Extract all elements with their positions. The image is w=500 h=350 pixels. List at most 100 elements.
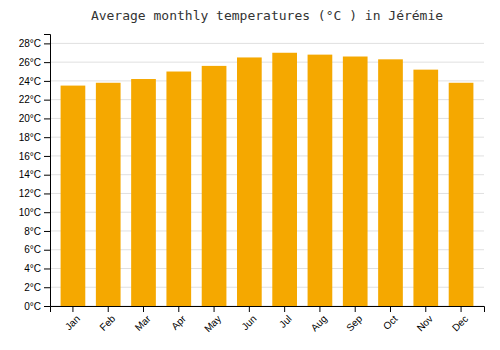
y-axis: 0°C 2°C 4°C 6°C 8°C 10°C 12°C 14°C 16°C 18°C 20°C 2… bbox=[19, 35, 51, 312]
tick-label: 8°C bbox=[24, 226, 41, 237]
tick-mark bbox=[108, 306, 109, 312]
tick: 14°C bbox=[19, 169, 50, 180]
tick-mark bbox=[425, 306, 426, 312]
grid-line bbox=[50, 62, 484, 63]
tick-mark bbox=[44, 43, 50, 44]
tick-mark bbox=[44, 212, 50, 213]
bar bbox=[237, 57, 262, 306]
tick: Mar bbox=[133, 306, 153, 333]
bar bbox=[61, 86, 86, 306]
bar bbox=[202, 66, 227, 306]
tick-mark bbox=[249, 306, 250, 312]
bar bbox=[449, 83, 474, 306]
bars bbox=[61, 53, 474, 306]
tick-label: 16°C bbox=[19, 151, 41, 162]
tick-mark bbox=[44, 193, 50, 194]
tick-mark bbox=[178, 306, 179, 312]
title: Average monthly temperatures (°C ) in Jé… bbox=[91, 8, 443, 23]
tick: 16°C bbox=[19, 151, 50, 162]
tick: 18°C bbox=[19, 132, 50, 143]
tick-label: Oct bbox=[381, 313, 400, 332]
tick-label: 24°C bbox=[19, 76, 41, 87]
tick-mark bbox=[355, 306, 356, 312]
tick-mark bbox=[44, 62, 50, 63]
tick-label: Apr bbox=[169, 313, 188, 332]
tick-label: Feb bbox=[97, 313, 117, 333]
tick-mark bbox=[284, 306, 285, 312]
tick-label: 28°C bbox=[19, 38, 41, 49]
tick-label: 2°C bbox=[24, 282, 41, 293]
tick-label: 22°C bbox=[19, 94, 41, 105]
tick-mark bbox=[44, 156, 50, 157]
tick-mark bbox=[44, 175, 50, 176]
tick-label: 26°C bbox=[19, 57, 41, 68]
tick-mark bbox=[44, 287, 50, 288]
tick-mark bbox=[44, 268, 50, 269]
tick-label: Aug bbox=[309, 313, 329, 333]
tick-label: Jan bbox=[63, 313, 82, 332]
tick-mark bbox=[44, 306, 50, 307]
tick: 6°C bbox=[24, 244, 50, 255]
tick: 20°C bbox=[19, 113, 50, 124]
tick: Dec bbox=[450, 306, 470, 333]
tick: 8°C bbox=[24, 226, 50, 237]
tick: 10°C bbox=[19, 207, 50, 218]
tick-label: 18°C bbox=[19, 132, 41, 143]
tick-mark bbox=[44, 81, 50, 82]
axis-line bbox=[51, 307, 485, 313]
tick: May bbox=[202, 306, 223, 334]
bar bbox=[131, 79, 156, 306]
bar bbox=[378, 59, 403, 306]
tick-mark bbox=[72, 306, 73, 312]
x-axis: Jan Feb Mar Apr May Jun Jul Aug Sep Oct Nov Dec bbox=[51, 306, 485, 334]
tick: Jan bbox=[63, 306, 82, 332]
tick-label: 12°C bbox=[19, 188, 41, 199]
tick: Feb bbox=[97, 306, 117, 333]
tick-mark bbox=[44, 250, 50, 251]
tick: 22°C bbox=[19, 94, 50, 105]
grid bbox=[50, 43, 484, 306]
bar bbox=[272, 53, 297, 306]
tick-mark bbox=[143, 306, 144, 312]
bar bbox=[308, 55, 333, 306]
plot: 0°C 2°C 4°C 6°C 8°C 10°C 12°C 14°C 16°C 18°C 20°C 2… bbox=[19, 35, 485, 335]
tick-mark bbox=[319, 306, 320, 312]
tick-label: 4°C bbox=[24, 263, 41, 274]
tick-label: 20°C bbox=[19, 113, 41, 124]
tick-mark bbox=[390, 306, 391, 312]
bar bbox=[343, 57, 368, 306]
tick-label: 6°C bbox=[24, 244, 41, 255]
tick: Jul bbox=[277, 306, 294, 330]
tick: 0°C bbox=[24, 301, 50, 312]
tick-label: Nov bbox=[415, 313, 435, 333]
tick-label: Mar bbox=[133, 313, 153, 333]
chart: 0°C 2°C 4°C 6°C 8°C 10°C 12°C 14°C 16°C 18°C 20°C 2… bbox=[0, 0, 500, 350]
tick: 26°C bbox=[19, 57, 50, 68]
tick: Sep bbox=[344, 306, 365, 333]
tick-label: Jul bbox=[277, 313, 294, 330]
tick: Nov bbox=[415, 306, 435, 333]
axis-line bbox=[44, 35, 51, 307]
bar bbox=[96, 83, 121, 306]
tick-mark bbox=[44, 118, 50, 119]
tick-label: 10°C bbox=[19, 207, 41, 218]
bar bbox=[166, 72, 191, 306]
tick-mark bbox=[44, 137, 50, 138]
tick: 2°C bbox=[24, 282, 50, 293]
tick-mark bbox=[461, 306, 462, 312]
tick-label: 0°C bbox=[24, 301, 41, 312]
tick: Aug bbox=[309, 306, 329, 333]
tick-mark bbox=[44, 231, 50, 232]
tick: Jun bbox=[239, 306, 258, 332]
tick-label: Dec bbox=[450, 313, 470, 333]
grid-line bbox=[50, 43, 484, 44]
tick: 28°C bbox=[19, 38, 50, 49]
tick-mark bbox=[214, 306, 215, 312]
tick-label: May bbox=[202, 313, 223, 334]
tick-label: Sep bbox=[344, 313, 365, 334]
tick: 4°C bbox=[24, 263, 50, 274]
tick: Apr bbox=[169, 306, 188, 332]
tick: 12°C bbox=[19, 188, 50, 199]
tick-label: 14°C bbox=[19, 169, 41, 180]
tick: 24°C bbox=[19, 76, 50, 87]
